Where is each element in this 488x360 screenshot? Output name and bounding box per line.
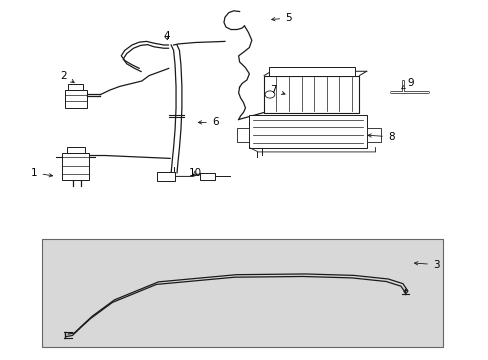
Bar (65, 90, 86, 108)
Bar (366, 128, 381, 142)
Bar (249, 115, 366, 148)
Bar (67, 147, 84, 153)
Bar (200, 173, 215, 180)
Text: 8: 8 (367, 132, 394, 142)
Bar (237, 128, 249, 142)
Text: 7: 7 (270, 85, 285, 95)
Text: 10: 10 (189, 168, 202, 178)
Bar (62, 153, 89, 180)
Bar (268, 67, 354, 76)
Text: 2: 2 (60, 71, 74, 82)
Text: 6: 6 (198, 117, 218, 127)
Text: 3: 3 (414, 260, 439, 270)
Bar (264, 76, 359, 113)
Text: 4: 4 (163, 31, 169, 41)
Bar (68, 84, 83, 90)
Bar (41, 239, 442, 347)
Bar (157, 172, 175, 181)
Text: 9: 9 (401, 78, 413, 89)
Text: 1: 1 (31, 168, 53, 178)
Text: 5: 5 (271, 13, 291, 23)
